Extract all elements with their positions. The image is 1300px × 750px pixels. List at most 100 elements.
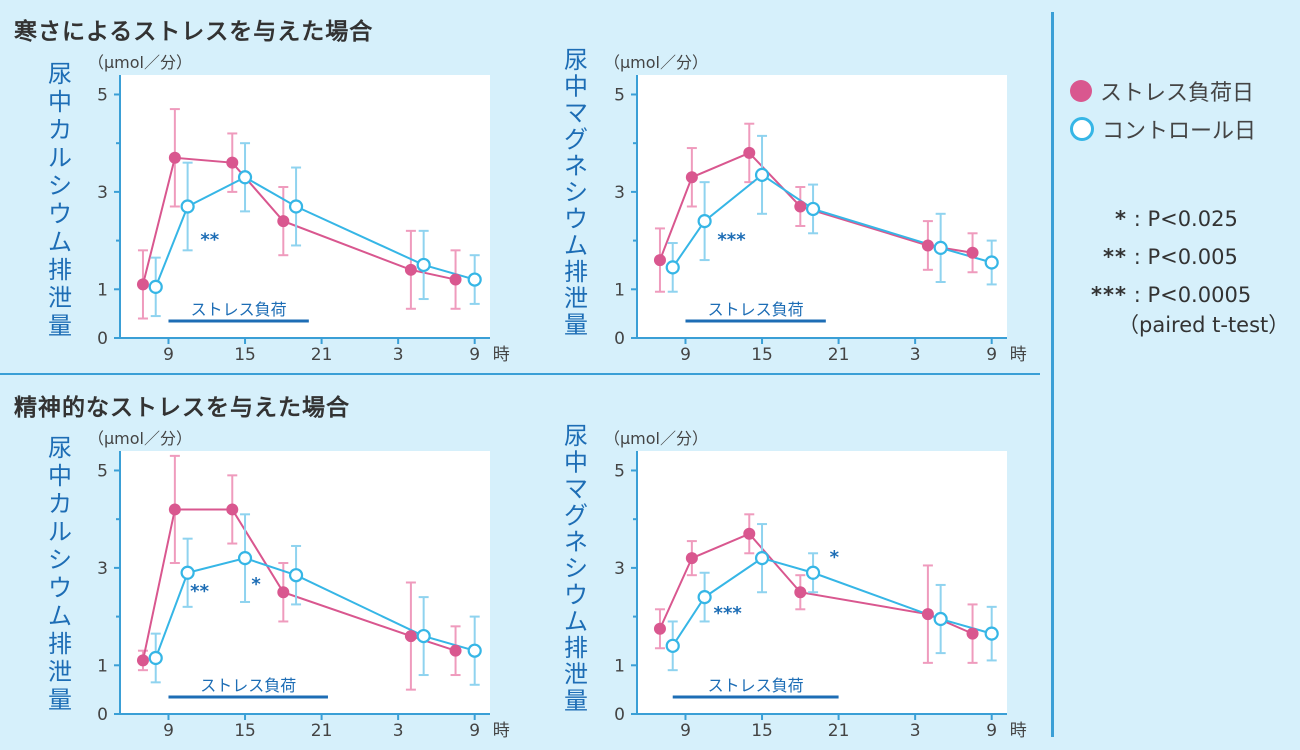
- point-control: [805, 565, 821, 580]
- series-line-stress: [141, 156, 456, 285]
- y-axis-label-char: ネ: [564, 152, 588, 180]
- point-control: [933, 240, 948, 255]
- legend: ストレス負荷日 コントロール日: [1070, 72, 1256, 148]
- point-stress: [966, 627, 979, 640]
- significance-marker: **: [190, 581, 209, 602]
- point-control: [288, 199, 304, 214]
- stress-period-label: ストレス負荷: [708, 300, 804, 319]
- y-axis-label-char: 量: [564, 687, 588, 715]
- point-stress: [743, 527, 756, 540]
- point-control: [148, 650, 163, 666]
- point-stress: [404, 263, 417, 276]
- point-control: [180, 565, 195, 580]
- significance-marker: *: [251, 574, 261, 595]
- point-stress: [653, 254, 666, 267]
- x-tick-label: 15: [751, 721, 773, 741]
- y-axis-label-char: ム: [564, 232, 588, 260]
- y-tick-label: 1: [614, 656, 625, 676]
- significance-marker: ***: [717, 229, 746, 250]
- y-axis-label-char: 泄: [564, 661, 588, 689]
- x-tick-label: 9: [469, 345, 480, 365]
- y-tick-label: 0: [97, 329, 108, 349]
- point-stress: [685, 171, 698, 184]
- point-stress: [449, 644, 462, 657]
- sig-row-2: ** : P<0.005: [1103, 245, 1238, 269]
- point-control: [416, 257, 431, 273]
- legend-control-label: コントロール日: [1102, 119, 1257, 144]
- y-axis-label-char: 排: [564, 634, 588, 662]
- y-axis-label-char: 中: [48, 462, 72, 490]
- point-control: [237, 170, 253, 185]
- y-axis-label-char: 泄: [48, 284, 72, 312]
- y-axis-label-char: 量: [564, 311, 588, 339]
- stress-period-label: ストレス負荷: [200, 676, 296, 695]
- x-tick-label: 15: [751, 345, 773, 365]
- y-axis-label-char: 中: [564, 449, 588, 477]
- y-tick-label: 5: [97, 461, 108, 481]
- stress-marker-icon: [1070, 80, 1092, 102]
- x-unit-label: 時: [1010, 345, 1027, 365]
- x-tick-label: 3: [393, 345, 404, 365]
- y-axis-label-char: 量: [48, 312, 72, 340]
- y-axis-label-char: 尿: [48, 60, 72, 88]
- y-axis-label-char: 量: [48, 686, 72, 714]
- y-axis-label-char: 排: [48, 630, 72, 658]
- y-axis-label-char: 泄: [564, 285, 588, 313]
- section-divider: [0, 373, 1040, 375]
- x-tick-label: 9: [986, 721, 997, 741]
- y-axis-label-char: ウ: [48, 574, 72, 602]
- y-tick-label: 5: [614, 85, 625, 105]
- x-unit-label: 時: [1010, 721, 1027, 741]
- point-stress: [226, 503, 239, 516]
- stress-period-label: ストレス負荷: [708, 676, 804, 695]
- y-axis-label-char: マ: [564, 99, 588, 127]
- y-axis-label-char: ム: [564, 608, 588, 636]
- x-tick-label: 9: [163, 721, 174, 741]
- y-tick-label: 3: [97, 183, 108, 203]
- y-tick-label: 1: [614, 280, 625, 300]
- point-stress: [226, 156, 239, 169]
- y-axis-label-char: ネ: [564, 528, 588, 556]
- point-stress: [168, 503, 181, 516]
- y-axis-label-char: グ: [564, 502, 588, 530]
- stress-period-label: ストレス負荷: [191, 300, 287, 319]
- point-stress: [404, 630, 417, 643]
- legend-divider: [1051, 12, 1054, 737]
- y-axis-label-char: 尿: [48, 434, 72, 462]
- y-tick-label: 3: [97, 559, 108, 579]
- y-axis-label-char: カ: [48, 490, 72, 518]
- y-tick-label: 3: [614, 559, 625, 579]
- x-tick-label: 9: [469, 721, 480, 741]
- plot-area: [120, 451, 490, 714]
- y-unit-label: （μmol／分）: [604, 53, 708, 72]
- point-stress: [136, 278, 149, 291]
- y-tick-label: 0: [614, 329, 625, 349]
- point-stress: [277, 215, 290, 228]
- point-stress: [921, 608, 934, 621]
- sig-row-1: * : P<0.025: [1115, 207, 1238, 231]
- y-tick-label: 5: [614, 461, 625, 481]
- y-axis-label-char: シ: [564, 555, 588, 583]
- x-tick-label: 15: [234, 721, 256, 741]
- point-control: [933, 611, 948, 627]
- point-control: [754, 167, 770, 182]
- plot-area: [637, 75, 1007, 338]
- section-title-mental: 精神的なストレスを与えた場合: [14, 395, 350, 421]
- x-tick-label: 21: [311, 345, 333, 365]
- point-stress: [277, 586, 290, 599]
- x-tick-label: 9: [163, 345, 174, 365]
- point-control: [416, 628, 431, 644]
- point-stress: [794, 586, 807, 599]
- y-tick-label: 0: [97, 705, 108, 725]
- point-stress: [743, 146, 756, 159]
- series-line-control: [671, 557, 992, 647]
- y-axis-label-char: ル: [48, 518, 72, 546]
- point-control: [180, 199, 195, 214]
- x-tick-label: 3: [393, 721, 404, 741]
- point-control: [984, 626, 999, 641]
- point-control: [805, 201, 821, 217]
- point-stress: [794, 200, 807, 213]
- x-tick-label: 21: [828, 721, 850, 741]
